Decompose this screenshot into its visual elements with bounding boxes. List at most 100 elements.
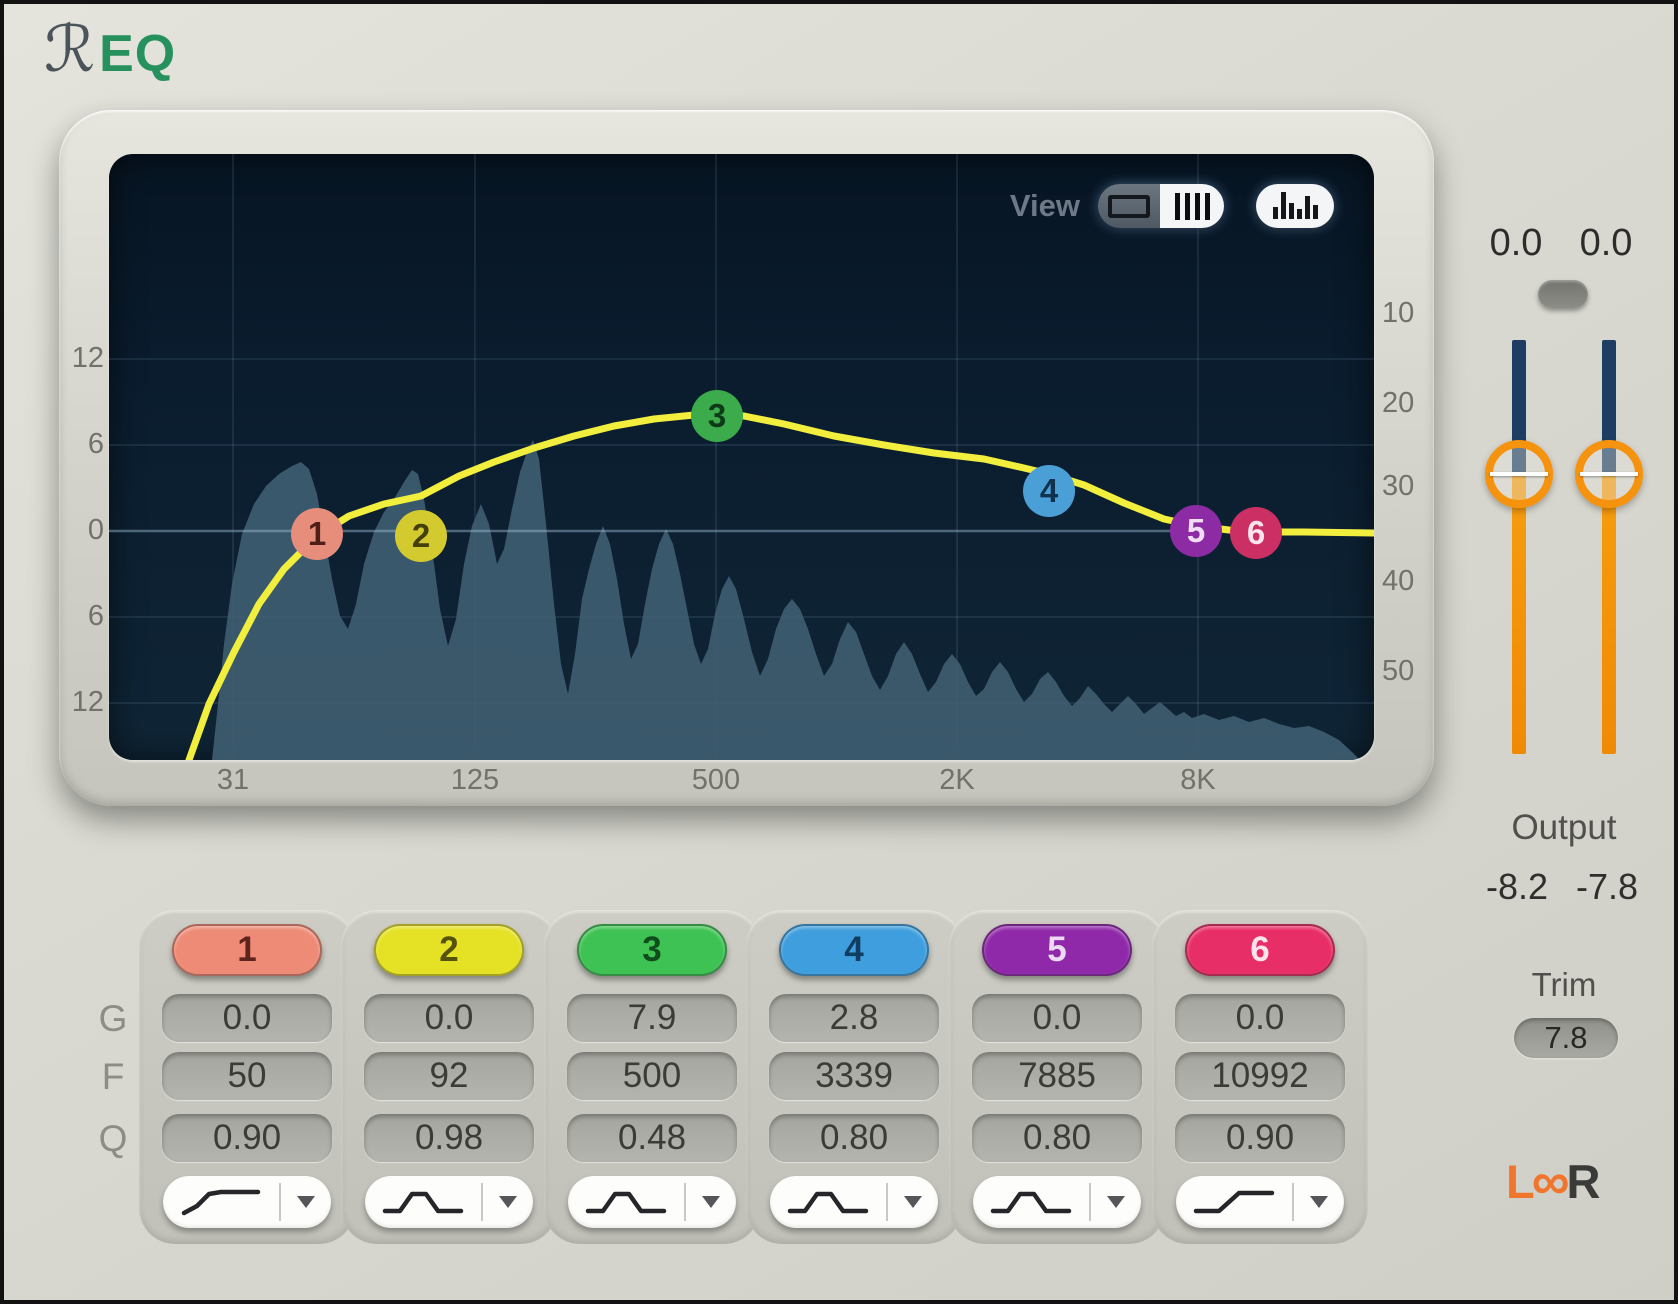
band-6-freq-field[interactable]: 10992 — [1175, 1052, 1345, 1100]
meter-peak-value-right: 0.0 — [1579, 222, 1633, 264]
band-2-q-field[interactable]: 0.98 — [364, 1114, 534, 1162]
view-mode-bands-option[interactable] — [1160, 184, 1224, 228]
meter-clip-reset-button[interactable] — [1538, 280, 1588, 308]
freq-tick-label: 8K — [1180, 764, 1216, 796]
band-3-q-field[interactable]: 0.48 — [567, 1114, 737, 1162]
freq-tick-label: 2K — [939, 764, 975, 796]
bands-view-icon — [1174, 192, 1180, 220]
select-divider — [1089, 1183, 1091, 1221]
band-1-freq-field[interactable]: 50 — [162, 1052, 332, 1100]
band-1-gain-field[interactable]: 0.0 — [162, 994, 332, 1042]
meter-peak-value-left: 0.0 — [1489, 222, 1543, 264]
gain-row-label: G — [98, 998, 128, 1039]
select-divider — [481, 1183, 483, 1221]
app-logo: ℛ EQ — [44, 18, 176, 84]
meter-tick-label: 50 — [1382, 655, 1415, 687]
bell-filter-icon — [365, 1186, 481, 1218]
db-tick-label: 6 — [87, 600, 104, 632]
view-mode-paragraphic-option[interactable] — [1098, 184, 1160, 228]
spectrum-analyzer-area — [212, 440, 1360, 760]
bell-filter-icon — [770, 1186, 886, 1218]
band-panel-1: 1 0.0 50 0.90 — [139, 910, 355, 1244]
band-panel-3: 3 7.9 500 0.48 — [544, 910, 760, 1244]
meter-tick-label: 20 — [1382, 387, 1415, 419]
freq-tick-label: 500 — [691, 764, 741, 796]
infinity-link-icon: ∞ — [1531, 1152, 1570, 1211]
band-panel-6: 6 0.0 10992 0.90 — [1152, 910, 1368, 1244]
eq-graph-display[interactable]: 1 2 3 4 5 6 View — [109, 154, 1374, 760]
eq-band-node-3[interactable]: 3 — [691, 390, 743, 442]
band-4-gain-field[interactable]: 2.8 — [769, 994, 939, 1042]
dropdown-caret-icon — [483, 1196, 533, 1208]
dropdown-caret-icon — [1091, 1196, 1141, 1208]
trim-value-button[interactable]: 7.8 — [1514, 1018, 1618, 1058]
eq-band-node-5[interactable]: 5 — [1170, 505, 1222, 557]
bell-filter-icon — [568, 1186, 684, 1218]
band-2-filter-type-select[interactable] — [365, 1176, 533, 1228]
stereo-link-logo: L ∞ R — [1506, 1154, 1600, 1209]
band-5-q-field[interactable]: 0.80 — [972, 1114, 1142, 1162]
logo-r-channel: R — [1566, 1155, 1601, 1208]
fader-handle[interactable] — [1575, 440, 1643, 508]
high-pass-filter-icon — [163, 1186, 279, 1218]
meter-tick-label: 40 — [1382, 565, 1415, 597]
analyzer-icon — [1272, 207, 1278, 219]
q-row-label: Q — [98, 1118, 128, 1159]
db-tick-label: 6 — [87, 428, 104, 460]
meter-tick-label: 30 — [1382, 470, 1415, 502]
eq-band-node-1[interactable]: 1 — [291, 508, 343, 560]
band-1-q-field[interactable]: 0.90 — [162, 1114, 332, 1162]
analyzer-toggle-button[interactable] — [1256, 184, 1334, 228]
band-4-filter-type-select[interactable] — [770, 1176, 938, 1228]
output-value-right: -7.8 — [1575, 866, 1639, 907]
eq-band-node-6[interactable]: 6 — [1230, 507, 1282, 559]
select-divider — [684, 1183, 686, 1221]
output-fader-right[interactable] — [1569, 334, 1649, 758]
band-3-gain-field[interactable]: 7.9 — [567, 994, 737, 1042]
band-5-enable-button[interactable]: 5 — [982, 924, 1132, 976]
band-5-gain-field[interactable]: 0.0 — [972, 994, 1142, 1042]
band-1-enable-button[interactable]: 1 — [172, 924, 322, 976]
band-2-gain-field[interactable]: 0.0 — [364, 994, 534, 1042]
dropdown-caret-icon — [281, 1196, 331, 1208]
select-divider — [279, 1183, 281, 1221]
fader-handle[interactable] — [1485, 440, 1553, 508]
band-panel-4: 4 2.8 3339 0.80 — [746, 910, 962, 1244]
dropdown-caret-icon — [686, 1196, 736, 1208]
output-value-left: -8.2 — [1485, 866, 1549, 907]
band-6-enable-button[interactable]: 6 — [1185, 924, 1335, 976]
band-3-freq-field[interactable]: 500 — [567, 1052, 737, 1100]
band-6-q-field[interactable]: 0.90 — [1175, 1114, 1345, 1162]
view-controls: View — [1010, 184, 1334, 228]
meter-tick-label: 10 — [1382, 297, 1415, 329]
band-4-enable-button[interactable]: 4 — [779, 924, 929, 976]
band-4-freq-field[interactable]: 3339 — [769, 1052, 939, 1100]
output-label: Output — [1511, 808, 1617, 847]
output-fader-left[interactable] — [1479, 334, 1559, 758]
band-3-enable-button[interactable]: 3 — [577, 924, 727, 976]
select-divider — [1292, 1183, 1294, 1221]
band-6-filter-type-select[interactable] — [1176, 1176, 1344, 1228]
fader-track-lower[interactable] — [1512, 474, 1526, 754]
freq-row-label: F — [101, 1056, 125, 1097]
band-5-filter-type-select[interactable] — [973, 1176, 1141, 1228]
band-2-freq-field[interactable]: 92 — [364, 1052, 534, 1100]
db-tick-label: 0 — [87, 514, 104, 546]
band-4-q-field[interactable]: 0.80 — [769, 1114, 939, 1162]
band-5-freq-field[interactable]: 7885 — [972, 1052, 1142, 1100]
freq-tick-label: 125 — [450, 764, 500, 796]
eq-band-node-2[interactable]: 2 — [395, 510, 447, 562]
view-label: View — [1009, 188, 1080, 223]
fader-track-lower[interactable] — [1602, 474, 1616, 754]
band-2-enable-button[interactable]: 2 — [374, 924, 524, 976]
band-1-filter-type-select[interactable] — [163, 1176, 331, 1228]
select-divider — [886, 1183, 888, 1221]
logo-script-r: ℛ — [44, 13, 96, 87]
view-mode-toggle[interactable] — [1098, 184, 1224, 228]
band-3-filter-type-select[interactable] — [568, 1176, 736, 1228]
band-6-gain-field[interactable]: 0.0 — [1175, 994, 1345, 1042]
eq-band-node-4[interactable]: 4 — [1023, 465, 1075, 517]
high-shelf-filter-icon — [1176, 1186, 1292, 1218]
bell-filter-icon — [973, 1186, 1089, 1218]
